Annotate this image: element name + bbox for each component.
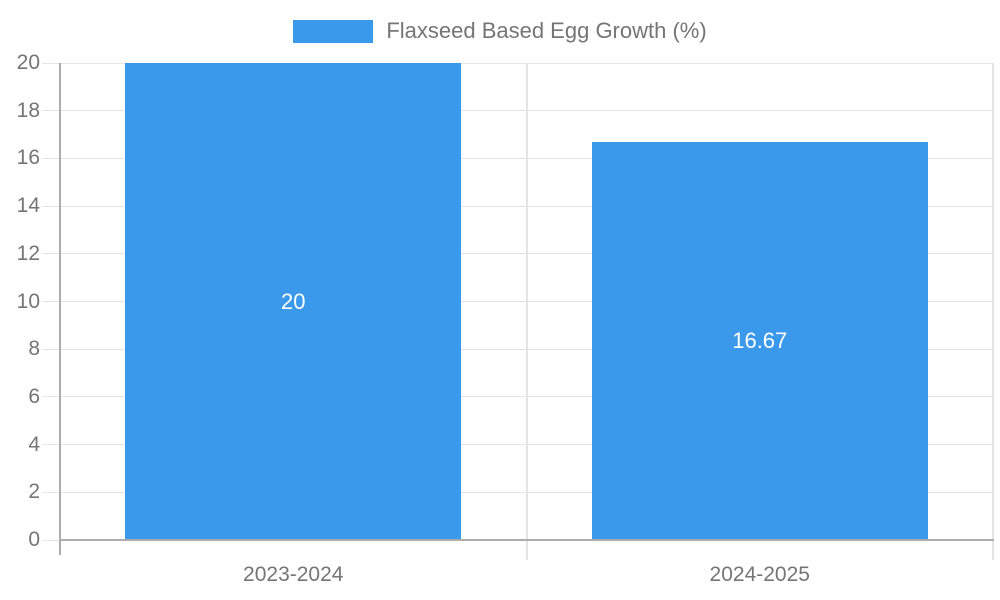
bar-2023-2024[interactable] (125, 63, 462, 540)
y-axis-tick-label: 8 (28, 337, 40, 361)
y-gridline (42, 62, 993, 64)
bar-value-label: 20 (281, 288, 306, 314)
x-gridline (992, 63, 994, 560)
x-axis-tick-label: 2024-2025 (709, 563, 810, 586)
y-gridline (42, 444, 993, 446)
y-axis-tick-label: 6 (28, 384, 40, 408)
y-axis-tick-label: 20 (16, 51, 40, 74)
y-gridline (42, 110, 993, 112)
y-axis-line (59, 63, 61, 555)
x-axis-line (59, 539, 994, 541)
y-axis-tick-label: 14 (16, 194, 40, 218)
legend-swatch[interactable] (293, 19, 374, 43)
y-axis-tick-label: 16 (16, 146, 40, 170)
y-axis-tick-label: 12 (16, 241, 40, 265)
x-gridline (525, 63, 528, 560)
bar-value-label: 16.67 (732, 328, 788, 354)
y-gridline (42, 396, 993, 398)
y-gridline (42, 491, 993, 493)
y-axis-tick-label: 2 (28, 480, 40, 504)
y-axis-tick-label: 18 (16, 98, 40, 122)
y-gridline (42, 253, 993, 255)
y-gridline (42, 301, 993, 302)
bar-2024-2025[interactable] (591, 142, 928, 540)
y-gridline (42, 348, 993, 350)
y-axis-tick-label: 10 (16, 289, 40, 313)
legend-label: Flaxseed Based Egg Growth (%) (386, 18, 707, 43)
y-axis-tick-label: 0 (28, 528, 40, 551)
legend[interactable]: Flaxseed Based Egg Growth (%) (0, 19, 1000, 43)
y-gridline (42, 157, 993, 159)
x-axis-tick-label: 2023-2024 (243, 563, 344, 586)
y-axis-tick-label: 4 (28, 432, 40, 456)
y-gridline (42, 205, 993, 207)
